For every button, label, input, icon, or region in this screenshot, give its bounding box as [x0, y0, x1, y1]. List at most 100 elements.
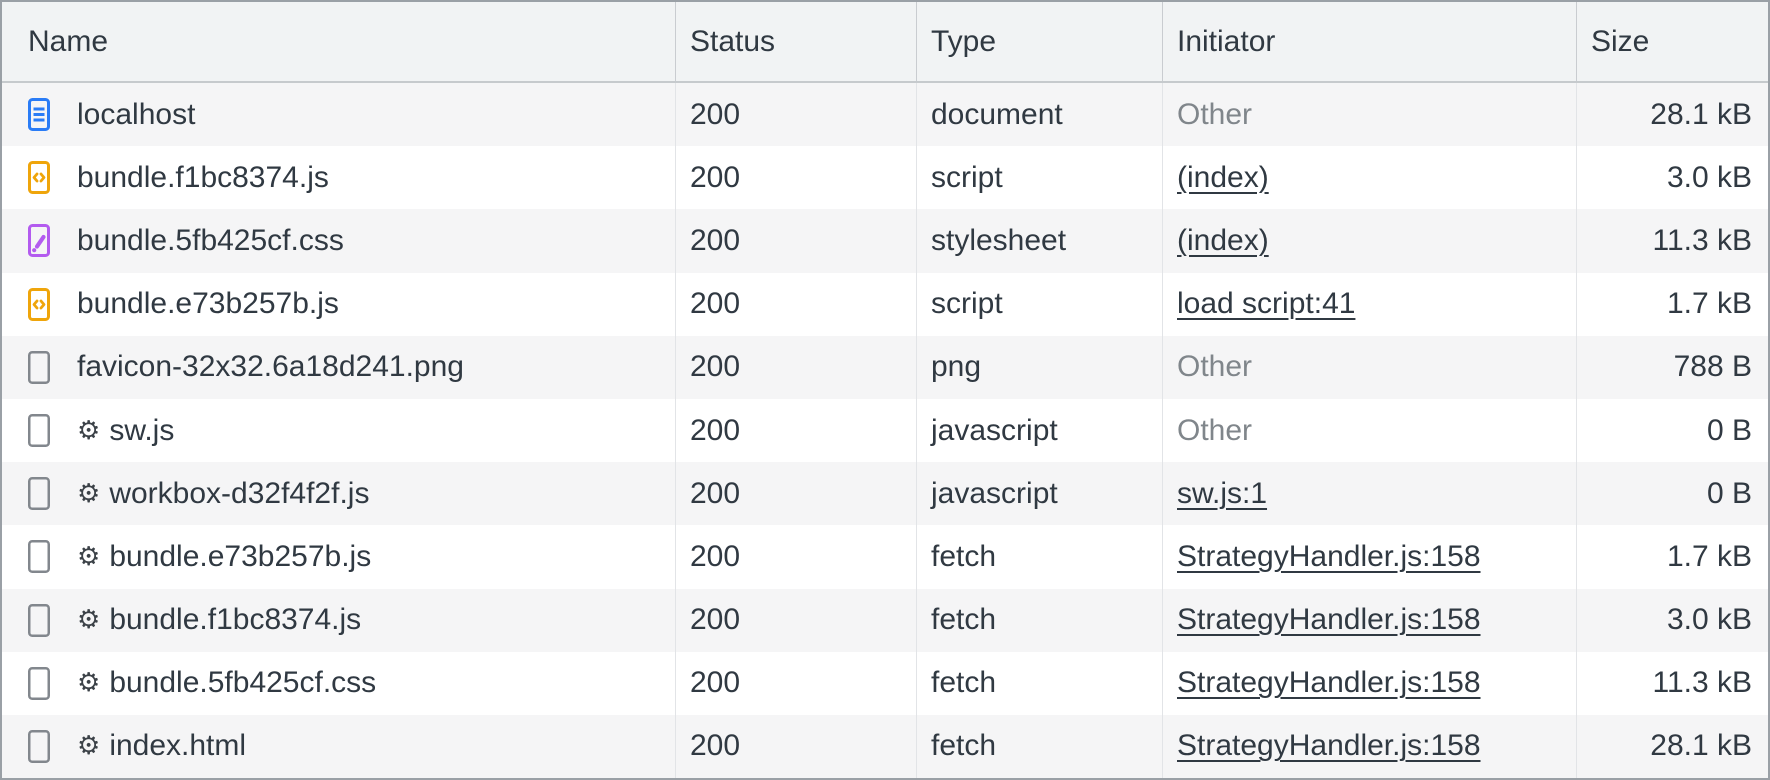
table-row[interactable]: favicon-32x32.6a18d241.png 200 png Other… — [2, 335, 1768, 399]
generic-file-icon — [28, 666, 50, 700]
type-value: fetch — [931, 539, 997, 573]
initiator-link[interactable]: sw.js:1 — [1177, 476, 1268, 510]
request-status-cell: 200 — [676, 209, 917, 273]
initiator-link[interactable]: (index) — [1177, 223, 1269, 257]
initiator-link[interactable]: load script:41 — [1177, 287, 1356, 321]
request-type-cell: javascript — [917, 398, 1163, 463]
request-size-cell: 11.3 kB — [1577, 209, 1768, 272]
request-name-cell: ⚙ sw.js — [2, 398, 676, 463]
stylesheet-icon — [28, 224, 50, 258]
request-initiator-cell: (index) — [1163, 146, 1577, 210]
status-value: 200 — [690, 666, 741, 700]
generic-file-icon — [28, 350, 50, 384]
request-name: bundle.5fb425cf.css — [77, 223, 344, 257]
size-value: 0 B — [1706, 413, 1752, 447]
request-type-cell: fetch — [917, 525, 1163, 589]
gear-icon: ⚙ — [77, 477, 101, 508]
size-value: 11.3 kB — [1652, 223, 1752, 257]
type-value: script — [931, 160, 1003, 194]
request-size-cell: 3.0 kB — [1577, 146, 1768, 209]
request-type-cell: png — [917, 335, 1163, 399]
request-status-cell: 200 — [676, 462, 917, 526]
type-value: fetch — [931, 666, 997, 700]
type-value: stylesheet — [931, 223, 1067, 257]
table-row[interactable]: ⚙ workbox-d32f4f2f.js 200 javascript sw.… — [2, 462, 1768, 526]
request-name: bundle.e73b257b.js — [109, 539, 372, 573]
type-value: javascript — [931, 413, 1058, 447]
status-value: 200 — [690, 287, 741, 321]
request-type-cell: document — [917, 83, 1163, 147]
request-initiator-cell: Other — [1163, 335, 1577, 399]
request-name: bundle.f1bc8374.js — [77, 160, 329, 194]
initiator-link[interactable]: (index) — [1177, 160, 1269, 194]
column-header-name[interactable]: Name — [2, 2, 676, 81]
status-value: 200 — [690, 729, 741, 763]
table-row[interactable]: bundle.5fb425cf.css 200 stylesheet (inde… — [2, 209, 1768, 273]
gear-icon: ⚙ — [77, 540, 101, 571]
status-value: 200 — [690, 223, 741, 257]
column-header-type[interactable]: Type — [917, 2, 1163, 81]
initiator-link[interactable]: StrategyHandler.js:158 — [1177, 603, 1481, 637]
request-status-cell: 200 — [676, 714, 917, 778]
request-type-cell: fetch — [917, 588, 1163, 652]
initiator-value: Other — [1177, 97, 1253, 131]
request-size-cell: 0 B — [1577, 399, 1768, 462]
request-name: index.html — [109, 729, 247, 763]
column-header-size[interactable]: Size — [1591, 24, 1650, 58]
status-value: 200 — [690, 476, 741, 510]
status-value: 200 — [690, 160, 741, 194]
table-row[interactable]: ⚙ sw.js 200 javascript Other 0 B — [2, 398, 1768, 463]
request-size-cell: 28.1 kB — [1577, 83, 1768, 146]
request-name-cell: bundle.e73b257b.js — [2, 272, 676, 336]
type-value: png — [931, 350, 982, 384]
request-name-cell: bundle.f1bc8374.js — [2, 146, 676, 210]
column-header-initiator[interactable]: Initiator — [1163, 2, 1577, 81]
type-value: script — [931, 287, 1003, 321]
request-name-cell: ⚙ index.html — [2, 714, 676, 778]
request-initiator-cell: StrategyHandler.js:158 — [1163, 525, 1577, 589]
type-value: document — [931, 97, 1063, 131]
initiator-link[interactable]: StrategyHandler.js:158 — [1177, 539, 1481, 573]
request-name-cell: ⚙ bundle.e73b257b.js — [2, 525, 676, 589]
table-row[interactable]: bundle.e73b257b.js 200 script load scrip… — [2, 272, 1768, 336]
table-row[interactable]: localhost 200 document Other 28.1 kB — [2, 83, 1768, 147]
request-name-cell: favicon-32x32.6a18d241.png — [2, 335, 676, 399]
request-name-cell: bundle.5fb425cf.css — [2, 209, 676, 273]
request-size-cell: 28.1 kB — [1577, 715, 1768, 778]
request-type-cell: script — [917, 146, 1163, 210]
request-initiator-cell: load script:41 — [1163, 272, 1577, 336]
table-body: localhost 200 document Other 28.1 kB bun… — [2, 83, 1768, 778]
request-status-cell: 200 — [676, 146, 917, 210]
initiator-link[interactable]: StrategyHandler.js:158 — [1177, 666, 1481, 700]
initiator-value: Other — [1177, 350, 1253, 384]
document-icon — [28, 98, 50, 132]
status-value: 200 — [690, 539, 741, 573]
size-value: 11.3 kB — [1652, 666, 1752, 700]
request-name-cell: localhost — [2, 83, 676, 147]
status-value: 200 — [690, 350, 741, 384]
request-name: bundle.5fb425cf.css — [109, 666, 377, 700]
table-row[interactable]: bundle.f1bc8374.js 200 script (index) 3.… — [2, 146, 1768, 210]
request-initiator-cell: StrategyHandler.js:158 — [1163, 714, 1577, 778]
table-header-row: Name Status Type Initiator Size — [2, 2, 1768, 83]
size-value: 1.7 kB — [1666, 539, 1752, 573]
request-status-cell: 200 — [676, 272, 917, 336]
status-value: 200 — [690, 413, 741, 447]
generic-file-icon — [28, 477, 50, 511]
request-name: localhost — [77, 97, 196, 131]
generic-file-icon — [28, 540, 50, 574]
request-type-cell: javascript — [917, 462, 1163, 526]
generic-file-icon — [28, 729, 50, 763]
request-initiator-cell: sw.js:1 — [1163, 462, 1577, 526]
request-status-cell: 200 — [676, 651, 917, 715]
size-value: 3.0 kB — [1666, 160, 1752, 194]
table-row[interactable]: ⚙ bundle.5fb425cf.css 200 fetch Strategy… — [2, 651, 1768, 715]
table-row[interactable]: ⚙ bundle.f1bc8374.js 200 fetch StrategyH… — [2, 588, 1768, 652]
size-value: 3.0 kB — [1666, 603, 1752, 637]
request-name-cell: ⚙ workbox-d32f4f2f.js — [2, 462, 676, 526]
column-header-status[interactable]: Status — [676, 2, 917, 81]
table-row[interactable]: ⚙ bundle.e73b257b.js 200 fetch StrategyH… — [2, 525, 1768, 589]
initiator-link[interactable]: StrategyHandler.js:158 — [1177, 729, 1481, 763]
table-row[interactable]: ⚙ index.html 200 fetch StrategyHandler.j… — [2, 714, 1768, 778]
request-name-cell: ⚙ bundle.f1bc8374.js — [2, 588, 676, 652]
